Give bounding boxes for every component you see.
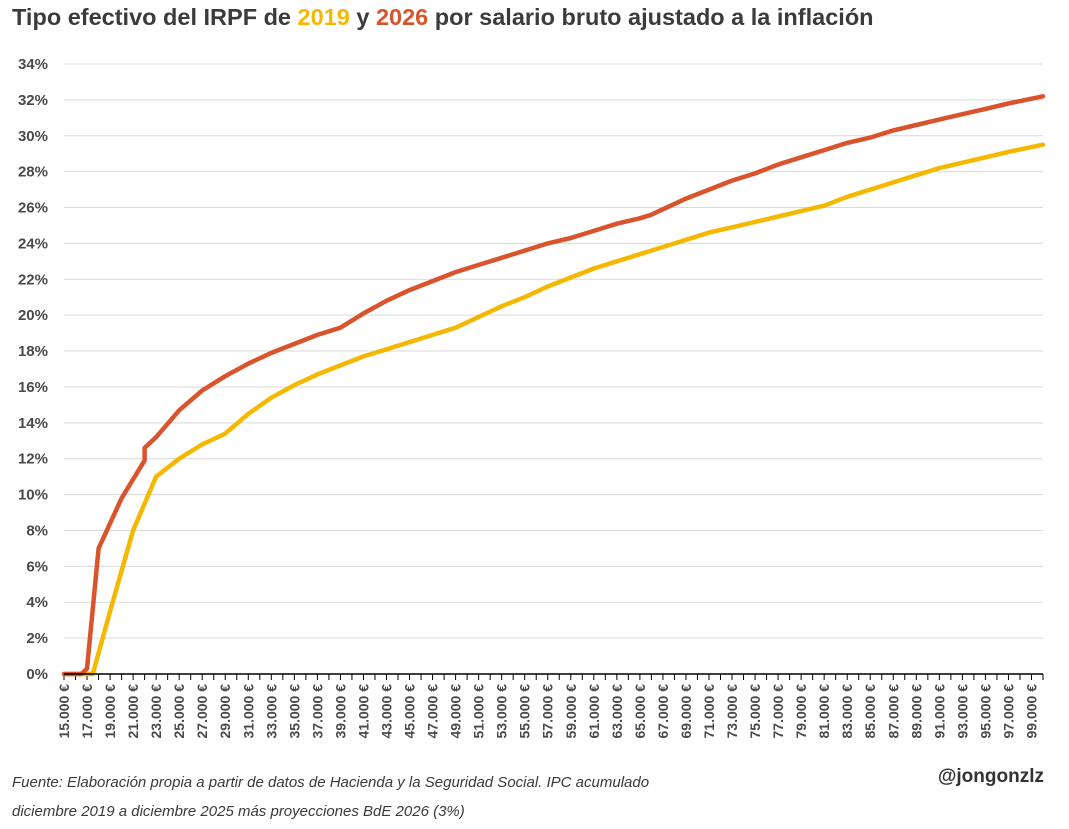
x-tick-label: 89.000 € [908,684,924,739]
y-axis-ticks: 0% 2% 4% 6% 8% 10% 12% 14% 16% 18% 20% 22% 24% 26% 28%… [18,56,48,683]
x-tick-label: 77.000 € [770,684,786,739]
chart-title: Tipo efectivo del IRPF de 2019 y 2026 po… [12,4,1062,31]
x-tick-label: 39.000 € [332,684,348,739]
y-tick-label: 10% [18,487,48,504]
y-tick-label: 28% [18,164,48,181]
y-tick-label: 12% [18,451,48,468]
y-tick-label: 2% [26,630,48,647]
gridlines [64,63,1043,639]
x-tick-label: 95.000 € [977,684,993,739]
source-line-2: diciembre 2019 a diciembre 2025 más proy… [12,803,465,820]
x-axis-ticks: 15.000 € 17.000 € 19.000 € 21.000 € 23.000 €… [56,674,1044,739]
y-tick-label: 6% [26,558,48,575]
title-part-2: y [349,4,376,30]
x-tick-label: 35.000 € [286,684,302,739]
x-tick-label: 61.000 € [586,684,602,739]
x-tick-label: 63.000 € [609,684,625,739]
x-tick-label: 65.000 € [632,684,648,739]
x-tick-label: 43.000 € [378,684,394,739]
x-tick-label: 79.000 € [793,684,809,739]
y-tick-label: 20% [18,307,48,324]
y-tick-label: 30% [18,128,48,145]
x-tick-label: 87.000 € [885,684,901,739]
y-tick-label: 14% [18,415,48,432]
x-tick-label: 17.000 € [79,684,95,739]
x-tick-label: 27.000 € [194,684,210,739]
x-tick-label: 99.000 € [1023,684,1039,739]
x-tick-label: 31.000 € [240,684,256,739]
x-tick-label: 29.000 € [217,684,233,739]
x-tick-label: 75.000 € [747,684,763,739]
x-tick-label: 81.000 € [816,684,832,739]
y-tick-label: 18% [18,343,48,360]
x-tick-label: 49.000 € [448,684,464,739]
series-line-2019 [61,142,1046,677]
x-tick-label: 83.000 € [839,684,855,739]
x-tick-label: 51.000 € [471,684,487,739]
y-tick-label: 0% [26,666,48,683]
x-tick-label: 93.000 € [954,684,970,739]
y-tick-label: 32% [18,92,48,109]
x-tick-label: 55.000 € [517,684,533,739]
source-line-1: Fuente: Elaboración propia a partir de d… [12,774,650,791]
x-tick-label: 41.000 € [355,684,371,739]
author-handle: @jongonzlz [937,766,1044,787]
x-tick-label: 53.000 € [494,684,510,739]
title-part-3: por salario bruto ajustado a la inflació… [428,4,874,30]
y-tick-label: 16% [18,379,48,396]
x-tick-label: 97.000 € [1000,684,1016,739]
y-tick-label: 22% [18,271,48,288]
y-tick-label: 4% [26,594,48,611]
x-tick-label: 57.000 € [540,684,556,739]
series-lines [61,94,1046,677]
title-year-2026: 2026 [375,4,429,30]
x-tick-label: 25.000 € [171,684,187,739]
title-year-2019: 2019 [297,4,350,30]
x-tick-label: 85.000 € [862,684,878,739]
source-note: Fuente: Elaboración propia a partir de d… [12,768,772,826]
x-tick-label: 59.000 € [563,684,579,739]
x-tick-label: 15.000 € [56,684,72,739]
x-tick-label: 21.000 € [125,684,141,739]
x-tick-label: 69.000 € [678,684,694,739]
x-tick-label: 23.000 € [148,684,164,739]
y-tick-label: 26% [18,200,48,217]
x-tick-label: 67.000 € [655,684,671,739]
x-tick-label: 73.000 € [724,684,740,739]
x-tick-label: 37.000 € [309,684,325,739]
y-tick-label: 34% [18,56,48,73]
x-tick-label: 71.000 € [701,684,717,739]
x-tick-label: 33.000 € [263,684,279,739]
x-tick-label: 47.000 € [425,684,441,739]
y-tick-label: 24% [18,235,48,252]
y-tick-label: 8% [26,522,48,539]
x-tick-label: 91.000 € [931,684,947,739]
x-tick-label: 45.000 € [402,684,418,739]
series-line-2026 [61,94,1046,677]
title-part-1: Tipo efectivo del IRPF de [12,4,298,30]
x-tick-label: 19.000 € [102,684,118,739]
